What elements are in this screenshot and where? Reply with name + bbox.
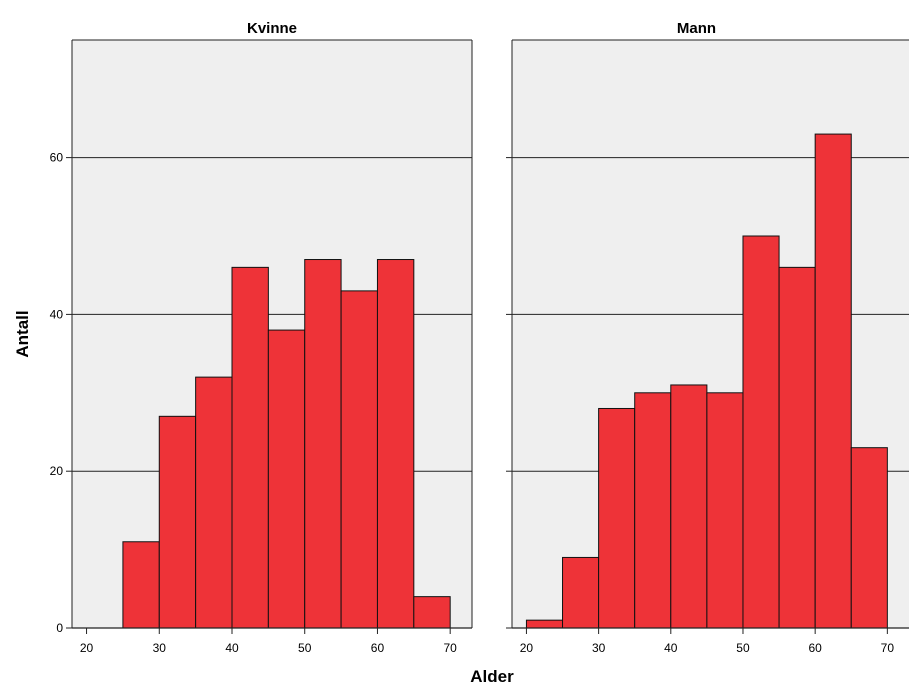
- x-tick-label: 30: [592, 641, 606, 655]
- histogram-bar: [158, 415, 197, 629]
- x-tick-label: 70: [881, 641, 895, 655]
- histogram-bar: [742, 235, 780, 629]
- histogram-bar: [525, 619, 564, 629]
- y-tick-label: 60: [50, 151, 64, 165]
- histogram-bar: [304, 259, 342, 629]
- histogram-bar: [195, 376, 233, 629]
- histogram-bar: [778, 266, 816, 629]
- histogram-bar: [340, 290, 378, 629]
- x-tick-label: 40: [664, 641, 678, 655]
- histogram-bar: [376, 259, 415, 629]
- x-tick-label: 20: [80, 641, 94, 655]
- histogram-bar: [706, 392, 744, 629]
- x-tick-label: 40: [225, 641, 239, 655]
- histogram-bar: [814, 133, 852, 629]
- panels: Kvinne 20 30 40 50 60 70 0 20 40 60 Mann 20 30 40 50 60 7…: [50, 20, 909, 655]
- x-axis-label: Alder: [470, 667, 514, 686]
- x-tick-label: 30: [153, 641, 167, 655]
- x-tick-label: 20: [520, 641, 534, 655]
- x-tick-label: 60: [371, 641, 385, 655]
- y-tick-label: 20: [50, 464, 64, 478]
- x-tick-label: 70: [444, 641, 458, 655]
- y-tick-label: 0: [56, 621, 63, 635]
- histogram-bar: [598, 407, 636, 629]
- y-axis-label: Antall: [13, 310, 32, 357]
- panel-0: Kvinne 20 30 40 50 60 70 0 20 40 60: [50, 20, 473, 655]
- histogram-bar: [850, 447, 888, 629]
- panel-title: Mann: [677, 20, 716, 37]
- x-tick-label: 50: [298, 641, 312, 655]
- y-tick-label: 40: [50, 307, 64, 321]
- histogram-bar: [634, 392, 672, 629]
- panel-title: Kvinne: [247, 20, 297, 37]
- histogram-bar: [122, 541, 160, 629]
- panel-1: Mann 20 30 40 50 60 70: [506, 20, 909, 655]
- x-tick-label: 50: [736, 641, 750, 655]
- x-tick-label: 60: [808, 641, 822, 655]
- histogram-bar: [413, 596, 451, 629]
- histogram-bar: [670, 384, 708, 629]
- histogram-bar: [231, 266, 269, 629]
- histogram-bar: [562, 556, 600, 629]
- histogram-bar: [267, 329, 306, 629]
